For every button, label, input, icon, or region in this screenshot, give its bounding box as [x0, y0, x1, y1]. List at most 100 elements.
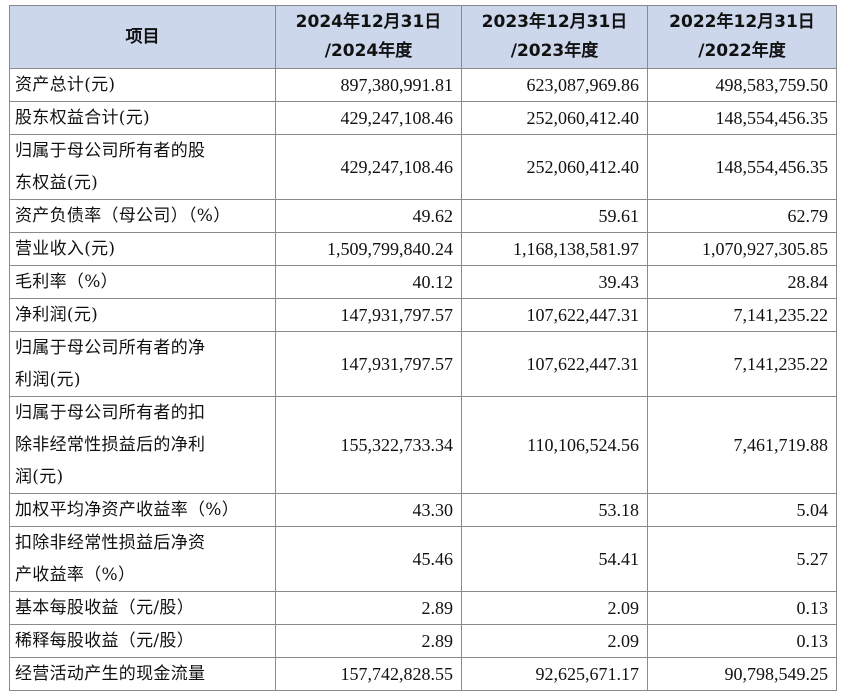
table-row: 加权平均净资产收益率（%） 43.30 53.18 5.04 — [9, 493, 837, 527]
table-row: 归属于母公司所有者的股 东权益(元) 429,247,108.46 252,060,4… — [9, 134, 837, 200]
header-item: 项目 — [9, 5, 276, 69]
value-2022: 7,141,235.22 — [647, 298, 837, 332]
value-2023: 252,060,412.40 — [461, 101, 648, 135]
table-row: 毛利率（%） 40.12 39.43 28.84 — [9, 265, 837, 299]
row-label: 扣除非经常性损益后净资 产收益率（%） — [9, 526, 276, 592]
value-2024: 429,247,108.46 — [275, 134, 462, 200]
value-2023: 252,060,412.40 — [461, 134, 648, 200]
header-period: /2024年度 — [324, 41, 413, 61]
row-label-line: 产收益率（%） — [15, 565, 136, 585]
row-label: 稀释每股收益（元/股） — [9, 624, 276, 658]
header-date: 2022年12月31日 — [669, 12, 815, 32]
value-2022: 498,583,759.50 — [647, 68, 837, 102]
table-row: 扣除非经常性损益后净资 产收益率（%） 45.46 54.41 5.27 — [9, 526, 837, 592]
value-2024: 155,322,733.34 — [275, 396, 462, 494]
table-row: 股东权益合计(元) 429,247,108.46 252,060,412.40 148… — [9, 101, 837, 135]
value-2022: 148,554,456.35 — [647, 101, 837, 135]
row-label-line: 扣除非经常性损益后净资 — [15, 533, 206, 553]
value-2022: 90,798,549.25 — [647, 657, 837, 691]
value-2022: 5.27 — [647, 526, 837, 592]
table-row: 营业收入(元) 1,509,799,840.24 1,168,138,581.97 1… — [9, 232, 837, 266]
value-2022: 28.84 — [647, 265, 837, 299]
value-2022: 5.04 — [647, 493, 837, 527]
row-label: 归属于母公司所有者的股 东权益(元) — [9, 134, 276, 200]
value-2023: 107,622,447.31 — [461, 298, 648, 332]
header-year-2024: 2024年12月31日 /2024年度 — [275, 5, 462, 69]
financial-data-table: 项目 2024年12月31日 /2024年度 2023年12月31日 /2023… — [9, 5, 837, 691]
row-label-line: 资产总计(元) — [15, 75, 116, 95]
row-label-line: 加权平均净资产收益率（%） — [15, 500, 240, 520]
value-2023: 107,622,447.31 — [461, 331, 648, 397]
value-2022: 62.79 — [647, 199, 837, 233]
value-2024: 429,247,108.46 — [275, 101, 462, 135]
header-period: /2022年度 — [698, 41, 786, 61]
row-label-line: 基本每股收益（元/股） — [15, 598, 195, 618]
row-label-line: 润(元) — [15, 467, 64, 487]
value-2022: 7,461,719.88 — [647, 396, 837, 494]
row-label-line: 东权益(元) — [15, 173, 99, 193]
value-2022: 1,070,927,305.85 — [647, 232, 837, 266]
value-2022: 0.13 — [647, 591, 837, 625]
table-row: 归属于母公司所有者的扣 除非经常性损益后的净利 润(元) 155,322,733.34… — [9, 396, 837, 494]
row-label: 归属于母公司所有者的净 利润(元) — [9, 331, 276, 397]
row-label-line: 利润(元) — [15, 370, 81, 390]
value-2024: 1,509,799,840.24 — [275, 232, 462, 266]
value-2023: 92,625,671.17 — [461, 657, 648, 691]
header-year-2022: 2022年12月31日 /2022年度 — [647, 5, 837, 69]
table-row: 资产总计(元) 897,380,991.81 623,087,969.86 498,5… — [9, 68, 837, 102]
table-row: 基本每股收益（元/股） 2.89 2.09 0.13 — [9, 591, 837, 625]
value-2023: 53.18 — [461, 493, 648, 527]
value-2024: 45.46 — [275, 526, 462, 592]
header-year-2023: 2023年12月31日 /2023年度 — [461, 5, 648, 69]
row-label-line: 营业收入(元) — [15, 239, 116, 259]
row-label: 资产总计(元) — [9, 68, 276, 102]
row-label: 归属于母公司所有者的扣 除非经常性损益后的净利 润(元) — [9, 396, 276, 494]
row-label: 毛利率（%） — [9, 265, 276, 299]
value-2023: 1,168,138,581.97 — [461, 232, 648, 266]
table-row: 净利润(元) 147,931,797.57 107,622,447.31 7,141,… — [9, 298, 837, 332]
header-period: /2023年度 — [510, 41, 599, 61]
value-2023: 2.09 — [461, 624, 648, 658]
row-label: 资产负债率（母公司）（%） — [9, 199, 276, 233]
value-2023: 623,087,969.86 — [461, 68, 648, 102]
value-2024: 43.30 — [275, 493, 462, 527]
row-label-line: 资产负债率（母公司）（%） — [15, 206, 231, 226]
value-2022: 0.13 — [647, 624, 837, 658]
table-row: 经营活动产生的现金流量 157,742,828.55 92,625,671.17 90… — [9, 657, 837, 691]
header-date: 2024年12月31日 — [295, 12, 442, 32]
table-body: 资产总计(元) 897,380,991.81 623,087,969.86 498,5… — [9, 68, 837, 691]
row-label-line: 毛利率（%） — [15, 272, 118, 292]
value-2024: 157,742,828.55 — [275, 657, 462, 691]
row-label-line: 归属于母公司所有者的扣 — [15, 403, 206, 423]
value-2023: 110,106,524.56 — [461, 396, 648, 494]
table-row: 资产负债率（母公司）（%） 49.62 59.61 62.79 — [9, 199, 837, 233]
table-header-row: 项目 2024年12月31日 /2024年度 2023年12月31日 /2023… — [9, 5, 837, 69]
row-label-line: 除非经常性损益后的净利 — [15, 435, 206, 455]
table-row: 稀释每股收益（元/股） 2.89 2.09 0.13 — [9, 624, 837, 658]
row-label-line: 净利润(元) — [15, 305, 99, 325]
value-2024: 2.89 — [275, 591, 462, 625]
header-date: 2023年12月31日 — [481, 12, 628, 32]
row-label: 经营活动产生的现金流量 — [9, 657, 276, 691]
value-2023: 39.43 — [461, 265, 648, 299]
value-2023: 59.61 — [461, 199, 648, 233]
row-label: 股东权益合计(元) — [9, 101, 276, 135]
row-label: 基本每股收益（元/股） — [9, 591, 276, 625]
value-2022: 7,141,235.22 — [647, 331, 837, 397]
value-2023: 2.09 — [461, 591, 648, 625]
value-2024: 49.62 — [275, 199, 462, 233]
value-2024: 897,380,991.81 — [275, 68, 462, 102]
value-2024: 2.89 — [275, 624, 462, 658]
table-row: 归属于母公司所有者的净 利润(元) 147,931,797.57 107,622,44… — [9, 331, 837, 397]
row-label: 净利润(元) — [9, 298, 276, 332]
row-label-line: 归属于母公司所有者的净 — [15, 338, 206, 358]
row-label-line: 经营活动产生的现金流量 — [15, 664, 206, 684]
row-label-line: 股东权益合计(元) — [15, 108, 150, 128]
value-2024: 147,931,797.57 — [275, 298, 462, 332]
row-label-line: 稀释每股收益（元/股） — [15, 631, 195, 651]
row-label: 加权平均净资产收益率（%） — [9, 493, 276, 527]
value-2024: 40.12 — [275, 265, 462, 299]
value-2024: 147,931,797.57 — [275, 331, 462, 397]
value-2023: 54.41 — [461, 526, 648, 592]
row-label-line: 归属于母公司所有者的股 — [15, 141, 206, 161]
